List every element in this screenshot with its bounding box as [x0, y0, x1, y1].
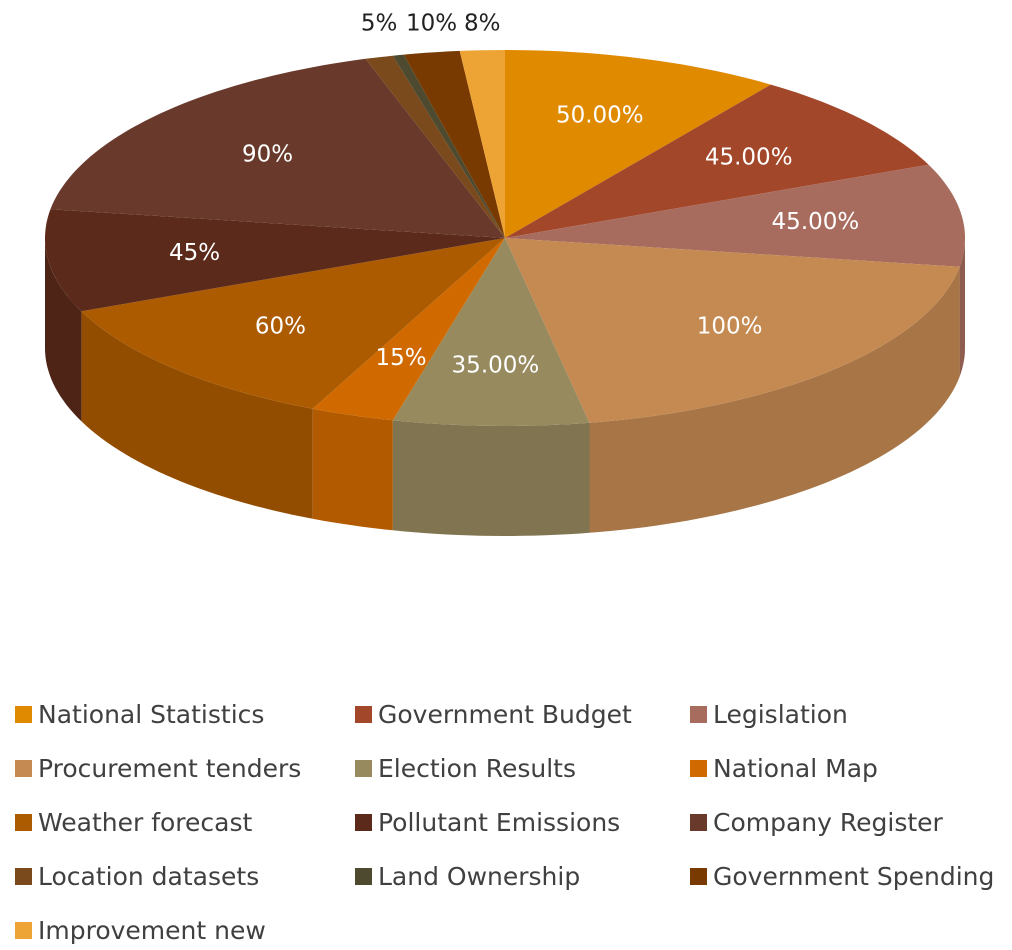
legend-swatch — [15, 867, 32, 885]
data-label: 100% — [697, 314, 763, 340]
legend-label: Election Results — [378, 753, 576, 783]
slice — [505, 238, 960, 423]
legend-label: Pollutant Emissions — [378, 807, 621, 837]
legend-item: Election Results — [355, 749, 690, 787]
data-label: 60% — [255, 314, 306, 340]
data-label: 10% — [406, 11, 457, 37]
legend-label: Government Spending — [713, 861, 995, 891]
slice — [312, 238, 505, 421]
slice — [392, 54, 505, 238]
legend-item: Improvement new — [15, 911, 355, 949]
legend-swatch — [15, 813, 32, 831]
legend-label: Government Budget — [378, 699, 632, 729]
legend: National Statistics Government Budget Legi… — [15, 695, 1010, 949]
slice — [81, 238, 506, 409]
legend-swatch — [690, 867, 707, 885]
legend-item: Company Register — [690, 803, 1010, 841]
legend-item: National Statistics — [15, 695, 355, 733]
slice — [392, 238, 590, 426]
legend-item: Location datasets — [15, 857, 355, 895]
slice — [505, 164, 965, 267]
legend-item: National Map — [690, 749, 1010, 787]
legend-swatch — [690, 813, 707, 831]
legend-label: National Map — [713, 753, 878, 783]
slice — [50, 58, 506, 238]
legend-label: Procurement tenders — [38, 753, 302, 783]
legend-item: Procurement tenders — [15, 749, 355, 787]
data-label: 35.00% — [452, 352, 540, 378]
legend-label: Location datasets — [38, 861, 260, 891]
legend-swatch — [355, 759, 372, 777]
legend-label: Legislation — [713, 699, 848, 729]
legend-swatch — [15, 921, 32, 939]
legend-item: Government Spending — [690, 857, 1010, 895]
slice-side — [81, 311, 313, 519]
chart: 50.00% 45.00% 45.00% 100% 35.00% 15% 60% 45% 90%… — [45, 11, 965, 536]
data-label: 45% — [169, 240, 220, 266]
legend-item: Weather forecast — [15, 803, 355, 841]
data-label: 15% — [375, 345, 426, 371]
legend-item: Legislation — [690, 695, 1010, 733]
legend-swatch — [355, 705, 372, 723]
slice — [505, 84, 929, 238]
data-label: 8% — [464, 11, 501, 37]
data-label: 45.00% — [705, 144, 793, 170]
slice — [365, 55, 505, 239]
legend-label: Improvement new — [38, 915, 266, 945]
slice-side — [392, 420, 590, 536]
legend-item: Government Budget — [355, 695, 690, 733]
legend-swatch — [690, 759, 707, 777]
legend-swatch — [690, 705, 707, 723]
legend-label: Land Ownership — [378, 861, 581, 891]
slice — [459, 50, 505, 238]
slice — [505, 50, 771, 238]
slice — [403, 50, 505, 239]
slice-side — [45, 238, 82, 422]
data-label: 90% — [242, 141, 293, 167]
legend-item: Land Ownership — [355, 857, 690, 895]
legend-swatch — [355, 813, 372, 831]
legend-swatch — [15, 705, 32, 723]
legend-swatch — [355, 867, 372, 885]
legend-label: National Statistics — [38, 699, 265, 729]
data-label: 45.00% — [772, 209, 860, 235]
data-label: 50.00% — [556, 103, 644, 129]
legend-label: Weather forecast — [38, 807, 253, 837]
slice-side — [312, 408, 393, 531]
slice-side — [959, 238, 965, 377]
legend-label: Company Register — [713, 807, 943, 837]
slice-side — [589, 266, 960, 533]
data-label: 5% — [361, 11, 398, 37]
legend-item: Pollutant Emissions — [355, 803, 690, 841]
slice — [45, 209, 505, 312]
legend-swatch — [15, 759, 32, 777]
